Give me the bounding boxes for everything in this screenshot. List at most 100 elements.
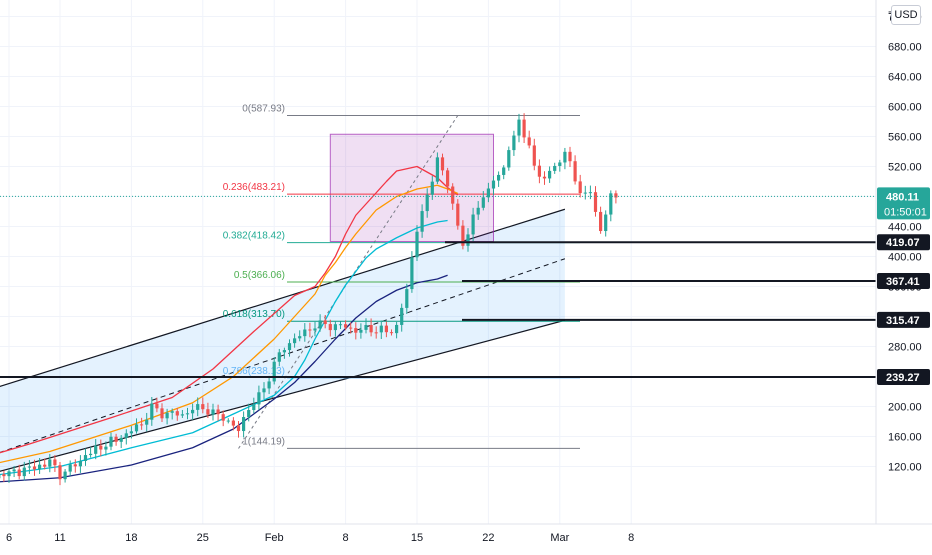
candle-body: [191, 410, 194, 413]
candle-body: [109, 437, 112, 447]
candle-body: [400, 308, 403, 325]
candle-body: [349, 328, 352, 329]
candle-body: [125, 433, 128, 438]
fib-level-label: 0.618(313.70): [223, 309, 285, 320]
candle-body: [354, 328, 357, 333]
candle-body: [523, 120, 526, 138]
candle-body: [273, 362, 276, 382]
candle-body: [69, 464, 72, 471]
candle-body: [558, 162, 561, 166]
candle-body: [319, 320, 322, 328]
candle-body: [436, 157, 439, 181]
time-tick-label: Feb: [265, 532, 284, 544]
time-tick-label: 6: [6, 532, 12, 544]
candle-body: [18, 470, 21, 477]
candle-body: [278, 352, 281, 361]
time-tick-label: 15: [411, 532, 423, 544]
candle-body: [375, 332, 378, 333]
candle-body: [64, 472, 67, 480]
currency-button[interactable]: USD: [891, 5, 921, 25]
candle-body: [13, 470, 16, 472]
price-tick-label: 640.00: [888, 72, 922, 84]
candle-body: [257, 392, 260, 404]
level-price-tag-label: 367.41: [886, 276, 920, 288]
candle-body: [181, 414, 184, 415]
price-tick-label: 120.00: [888, 462, 922, 474]
level-price-tag-label: 419.07: [886, 237, 920, 249]
range-box[interactable]: [330, 134, 493, 241]
candle-body: [324, 320, 327, 324]
time-tick-label: 22: [482, 532, 494, 544]
candle-body: [426, 195, 429, 211]
candle-body: [533, 145, 536, 165]
candle-body: [538, 166, 541, 177]
candle-body: [543, 177, 546, 179]
candle-body: [120, 438, 123, 442]
candle-body: [528, 137, 531, 145]
fib-level-label: 0.5(366.06): [234, 270, 285, 281]
candle-body: [288, 343, 291, 350]
candle-body: [370, 325, 373, 332]
candle-body: [568, 152, 571, 161]
candle-body: [517, 120, 520, 136]
candle-body: [211, 409, 214, 414]
current-price-label: 480.11: [886, 191, 919, 203]
candle-body: [329, 324, 332, 330]
candle-body: [405, 289, 408, 308]
candle-body: [574, 161, 577, 181]
candle-body: [262, 388, 265, 392]
candle-body: [482, 197, 485, 207]
candle-body: [477, 208, 480, 215]
candle-body: [166, 413, 169, 419]
level-price-tag-label: 239.27: [886, 372, 920, 384]
candle-body: [472, 215, 475, 235]
time-tick-label: 8: [628, 532, 634, 544]
candle-body: [23, 468, 26, 477]
candle-body: [252, 404, 255, 410]
candle-body: [283, 350, 286, 352]
candle-body: [222, 414, 225, 420]
candle-body: [385, 326, 388, 333]
candle-body: [456, 204, 459, 226]
candle-body: [89, 454, 92, 455]
candle-body: [237, 426, 240, 431]
candle-body: [94, 446, 97, 454]
candle-body: [364, 325, 367, 330]
price-tick-label: 400.00: [888, 252, 922, 264]
candle-body: [206, 409, 209, 414]
candle-body: [33, 466, 36, 469]
candle-body: [201, 404, 204, 409]
candle-body: [135, 424, 138, 431]
candle-body: [446, 170, 449, 186]
candle-body: [7, 471, 10, 476]
bar-countdown-label: 01:50:01: [884, 206, 927, 218]
candle-body: [313, 328, 316, 330]
candle-body: [410, 257, 413, 289]
fib-level-label: 1(144.19): [242, 436, 285, 447]
candle-body: [298, 336, 301, 338]
candle-body: [497, 175, 500, 181]
time-axis-background: [0, 524, 932, 550]
price-tick-label: 160.00: [888, 432, 922, 444]
candle-body: [380, 326, 383, 333]
price-tick-label: 680.00: [888, 42, 922, 54]
candle-body: [99, 446, 102, 450]
candle-body: [155, 404, 158, 409]
fib-level-label: 0.382(418.42): [223, 231, 285, 242]
candle-body: [594, 192, 597, 212]
candle-body: [28, 466, 31, 467]
candle-body: [303, 330, 306, 337]
candle-body: [512, 136, 515, 151]
time-tick-label: 8: [343, 532, 349, 544]
candle-body: [589, 192, 592, 193]
candle-body: [359, 330, 362, 333]
candle-body: [160, 408, 163, 418]
candle-body: [415, 232, 418, 258]
candle-body: [553, 166, 556, 171]
candle-body: [171, 411, 174, 413]
candle-body: [145, 420, 148, 425]
candle-body: [451, 186, 454, 203]
